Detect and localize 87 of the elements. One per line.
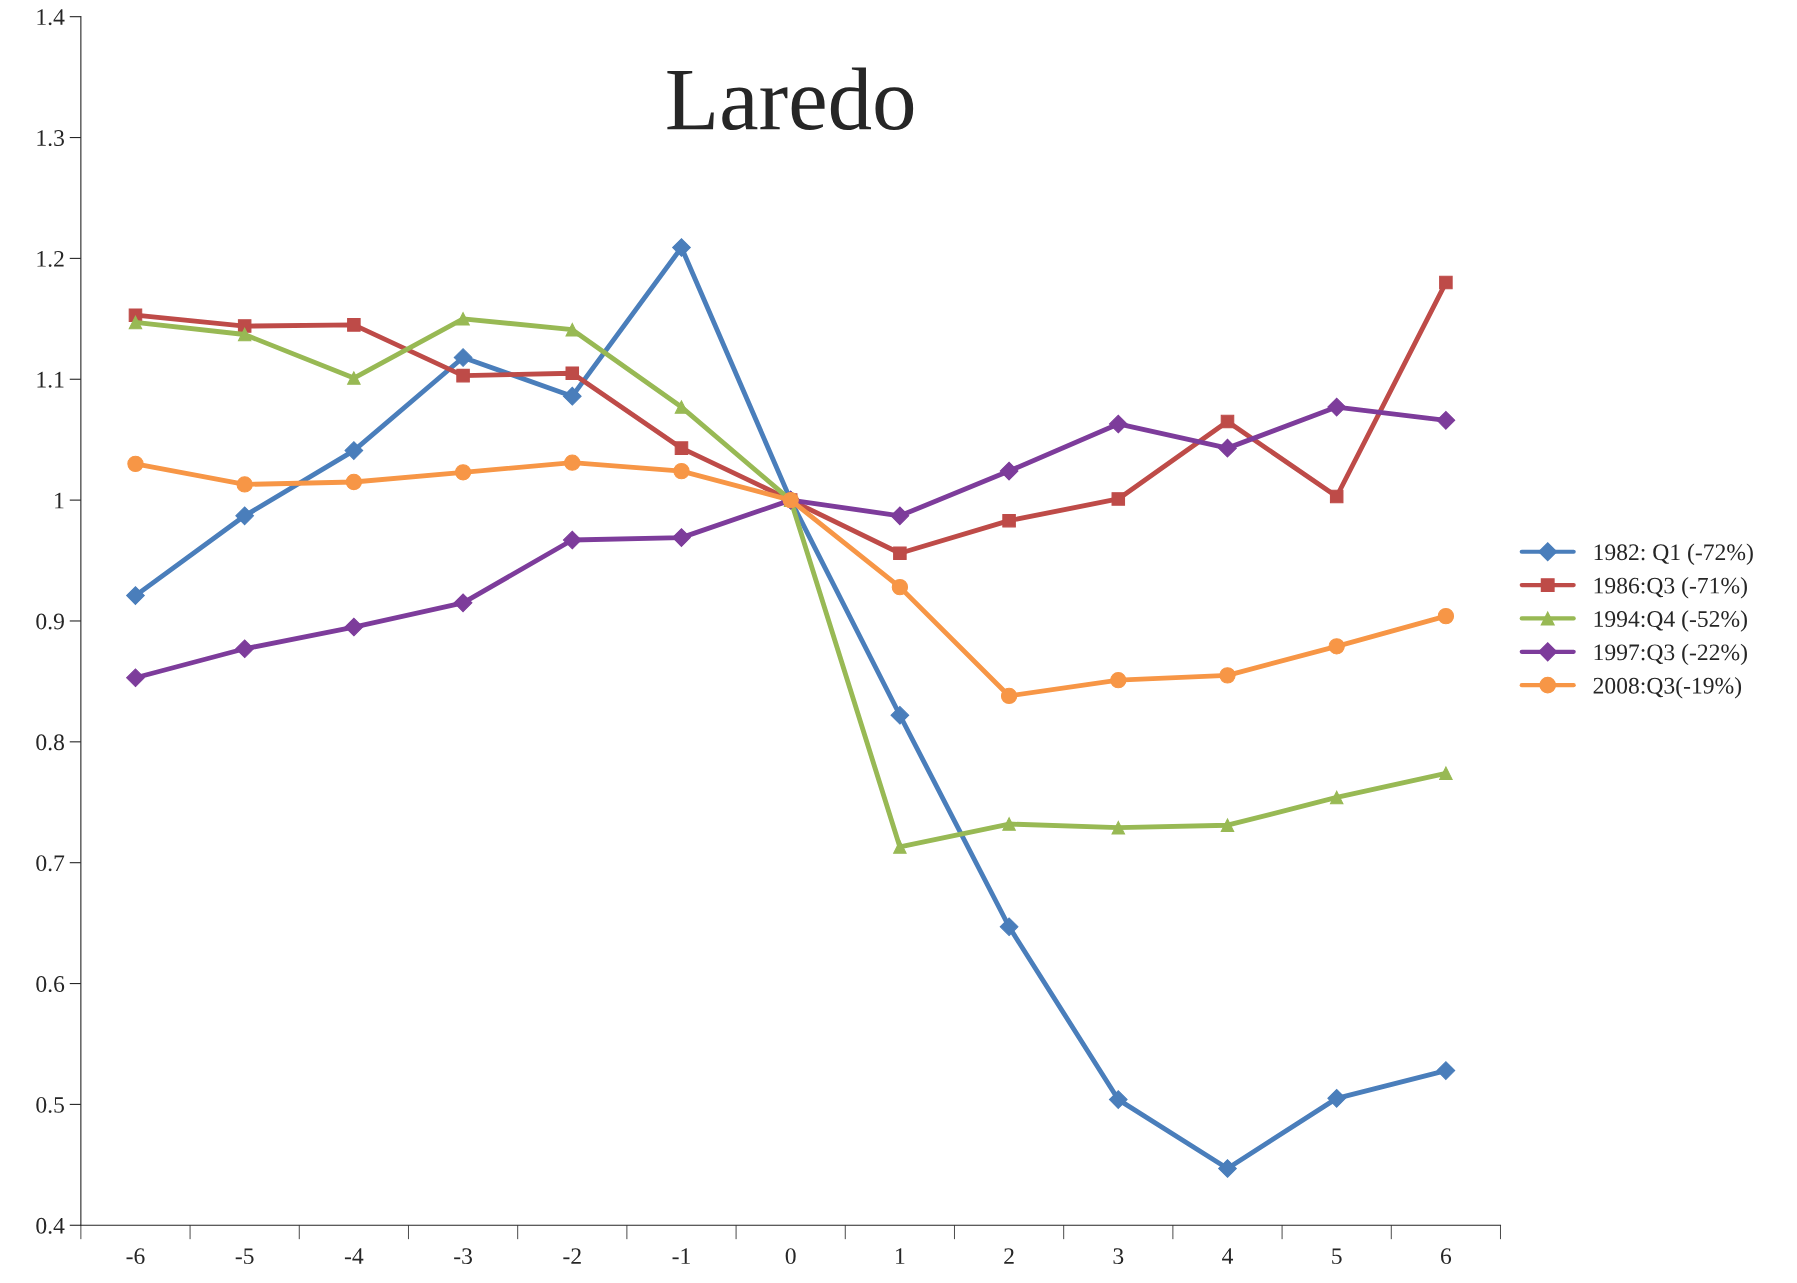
point	[999, 461, 1019, 481]
point	[893, 840, 907, 854]
y-tick-label: 1.1	[37, 371, 64, 388]
x-tick-label: -5	[235, 1248, 254, 1265]
point	[1111, 820, 1126, 835]
point	[344, 441, 364, 460]
point	[1220, 414, 1235, 429]
chart-title: Laredo	[667, 67, 914, 131]
point	[1002, 513, 1016, 528]
legend-label: 1982: Q1 (-72%)	[1594, 543, 1753, 566]
legend-label: 1986:Q3 (-71%)	[1594, 576, 1747, 599]
point	[345, 473, 363, 491]
x-tick-label: 5	[1332, 1248, 1342, 1265]
x-tick-label: 6	[1441, 1248, 1452, 1265]
x-tick-label: -1	[672, 1248, 690, 1264]
x-tick-label: -4	[344, 1248, 364, 1264]
point	[565, 366, 580, 380]
y-tick-label: 1.3	[37, 130, 64, 147]
point	[673, 462, 690, 480]
point	[1329, 790, 1344, 805]
point	[891, 578, 909, 596]
point	[1437, 607, 1455, 625]
point	[344, 617, 364, 637]
point	[1108, 1090, 1128, 1109]
legend-label: 2008:Q3(-19%)	[1593, 677, 1742, 699]
point	[456, 368, 470, 383]
y-tick-label: 0.9	[36, 613, 64, 630]
legend-label: 1994:Q4 (-52%)	[1594, 610, 1747, 632]
point	[1328, 638, 1345, 655]
point	[235, 639, 255, 659]
point	[347, 371, 361, 385]
point	[893, 546, 907, 561]
point	[236, 476, 253, 493]
point	[1108, 414, 1128, 434]
point	[999, 917, 1019, 937]
x-tick-label: 1	[896, 1248, 905, 1264]
point	[562, 386, 582, 406]
point	[672, 238, 691, 257]
y-tick-label: 0.8	[36, 734, 64, 751]
point	[126, 586, 145, 605]
point	[347, 318, 361, 332]
y-tick-label: 1.4	[37, 9, 65, 26]
point	[1000, 687, 1018, 705]
point	[126, 668, 145, 688]
point	[453, 593, 473, 613]
point	[1439, 766, 1453, 781]
point	[128, 315, 143, 330]
point	[565, 322, 580, 337]
point	[1436, 410, 1456, 430]
point	[890, 506, 910, 526]
y-tick-label: 0.7	[36, 855, 65, 872]
y-tick-label: 0.4	[36, 1217, 65, 1234]
point	[456, 312, 470, 326]
point	[454, 464, 472, 481]
x-tick-label: 2	[1004, 1248, 1014, 1264]
point	[235, 506, 255, 526]
point	[1436, 1061, 1456, 1080]
point	[1111, 492, 1126, 506]
point	[1002, 817, 1016, 831]
point	[1327, 1089, 1347, 1108]
x-tick-label: 3	[1113, 1248, 1124, 1265]
point	[1219, 667, 1236, 684]
point	[890, 705, 910, 725]
point	[672, 528, 691, 547]
y-tick-label: 1.2	[37, 250, 64, 267]
x-tick-label: -3	[454, 1248, 472, 1265]
point	[1218, 438, 1237, 458]
point	[1110, 672, 1127, 689]
x-tick-label: -2	[563, 1248, 581, 1264]
point	[1218, 1159, 1237, 1178]
y-tick-label: 0.6	[36, 976, 65, 993]
point	[562, 530, 582, 550]
point	[1220, 818, 1235, 832]
x-tick-label: 0	[785, 1248, 796, 1265]
legend-label: 1997:Q3 (-22%)	[1594, 643, 1747, 666]
y-tick-label: 1	[55, 492, 64, 509]
point	[1439, 275, 1453, 290]
point	[1327, 397, 1347, 417]
x-tick-label: 4	[1222, 1248, 1234, 1264]
point	[564, 454, 581, 471]
point	[127, 455, 144, 473]
point	[674, 441, 689, 455]
point	[237, 327, 252, 342]
y-tick-label: 0.5	[36, 1096, 64, 1113]
x-tick-label: -6	[126, 1248, 145, 1265]
point	[453, 348, 473, 367]
point	[1329, 489, 1344, 504]
